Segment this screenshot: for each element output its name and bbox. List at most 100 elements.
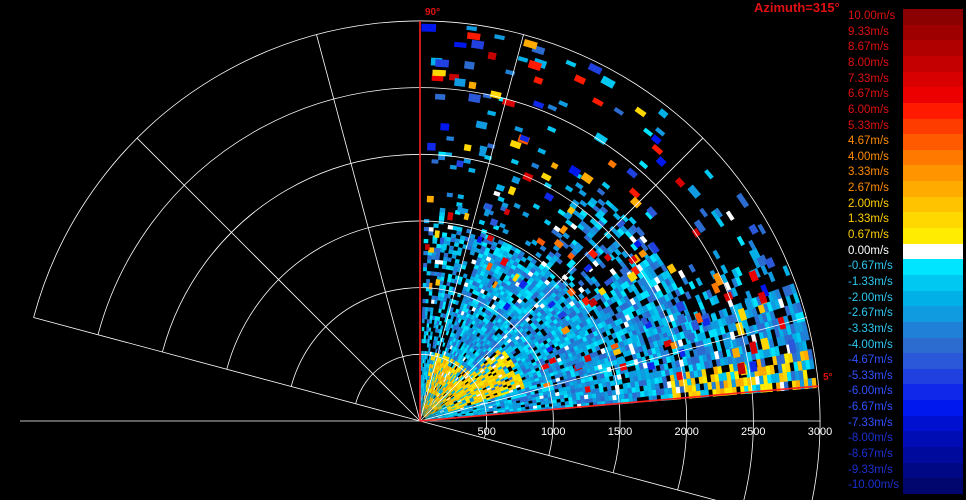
velocity-cell: [578, 286, 585, 294]
velocity-cell: [635, 308, 642, 316]
velocity-cell: [700, 331, 707, 341]
velocity-cell: [429, 319, 433, 324]
velocity-cell: [685, 314, 693, 323]
velocity-cell: [647, 389, 653, 397]
velocity-cell: [484, 333, 490, 339]
velocity-cell: [703, 360, 710, 369]
velocity-cell: [420, 411, 422, 416]
velocity-cell: [439, 409, 444, 412]
colorbar-row: 2.67m/s: [846, 181, 966, 198]
velocity-cell: [484, 328, 490, 334]
velocity-cell: [482, 347, 488, 353]
velocity-cell: [678, 379, 684, 387]
velocity-cell: [572, 400, 578, 405]
velocity-cell: [479, 350, 485, 356]
velocity-cell: [744, 326, 752, 337]
velocity-cell: [574, 387, 580, 393]
velocity-cell: [526, 255, 534, 262]
velocity-cell: [491, 309, 497, 315]
velocity-cell: [675, 386, 681, 394]
velocity-cell: [432, 412, 437, 415]
velocity-cell: [733, 370, 740, 380]
velocity-cell: [449, 340, 453, 346]
velocity-cell: [647, 315, 654, 324]
velocity-cell: [437, 296, 442, 301]
velocity-cell: [429, 388, 433, 394]
velocity-cell: [442, 301, 447, 306]
velocity-cell: [472, 311, 477, 317]
velocity-cell: [454, 376, 459, 381]
velocity-cell: [460, 382, 465, 387]
velocity-cell: [538, 333, 545, 340]
colorbar-label: -4.67m/s: [848, 354, 893, 367]
velocity-cell: [435, 386, 438, 391]
velocity-cell: [647, 361, 656, 371]
velocity-cell: [608, 395, 613, 401]
velocity-cell: [575, 395, 581, 401]
velocity-cell: [792, 292, 800, 304]
velocity-cell: [496, 371, 502, 377]
velocity-cell: [422, 395, 424, 400]
velocity-cell: [478, 249, 485, 255]
velocity-cell: [441, 415, 446, 417]
velocity-cell: [422, 411, 425, 416]
velocity-cell: [475, 376, 481, 381]
velocity-cell: [593, 280, 601, 288]
colorbar-label: -5.33m/s: [848, 369, 893, 382]
velocity-cell: [451, 406, 456, 410]
velocity-cell: [425, 409, 429, 413]
velocity-cell: [475, 341, 480, 347]
velocity-cell: [422, 318, 425, 324]
velocity-cell: [480, 258, 486, 264]
velocity-cell: [427, 142, 436, 151]
velocity-cell: [565, 296, 573, 304]
velocity-cell: [441, 386, 445, 391]
velocity-cell: [473, 398, 479, 402]
velocity-cell: [451, 390, 456, 395]
velocity-cell: [569, 222, 578, 230]
velocity-cell: [426, 283, 430, 288]
colorbar-label: -2.00m/s: [848, 291, 893, 304]
velocity-cell: [433, 395, 437, 400]
velocity-cell: [760, 337, 770, 351]
velocity-cell: [791, 332, 798, 344]
velocity-cell: [642, 304, 649, 313]
velocity-cell: [443, 382, 447, 387]
velocity-cell: [594, 222, 603, 231]
velocity-cell: [454, 300, 460, 306]
velocity-cell: [781, 362, 787, 373]
velocity-cell: [456, 408, 461, 411]
velocity-cell: [486, 386, 492, 391]
velocity-cell: [434, 364, 437, 370]
velocity-cell: [791, 351, 798, 363]
velocity-cell: [479, 310, 485, 317]
velocity-cell: [489, 332, 494, 338]
velocity-cell: [475, 390, 480, 395]
velocity-cell: [477, 343, 482, 349]
velocity-cell: [522, 378, 528, 384]
velocity-cell: [610, 289, 617, 297]
velocity-cell: [437, 328, 441, 334]
velocity-cell: [734, 276, 743, 287]
velocity-cell: [465, 411, 470, 414]
velocity-cell: [493, 374, 499, 379]
velocity-cell: [426, 319, 430, 324]
velocity-cell: [428, 379, 431, 385]
velocity-cell: [455, 396, 460, 401]
velocity-cell: [428, 414, 433, 417]
velocity-cell: [448, 249, 454, 255]
colorbar-row: -3.33m/s: [846, 321, 966, 338]
velocity-cell: [574, 358, 580, 364]
velocity-cell: [422, 403, 423, 408]
velocity-cell: [468, 379, 473, 384]
velocity-cell: [484, 361, 490, 367]
velocity-cell: [579, 220, 588, 228]
velocity-cell: [652, 251, 661, 261]
velocity-cell: [495, 377, 501, 382]
velocity-cell: [477, 353, 482, 359]
velocity-cell: [445, 236, 452, 242]
velocity-cell: [428, 392, 430, 397]
velocity-cell: [457, 331, 462, 336]
velocity-cell: [481, 385, 486, 390]
velocity-cell: [486, 234, 495, 242]
